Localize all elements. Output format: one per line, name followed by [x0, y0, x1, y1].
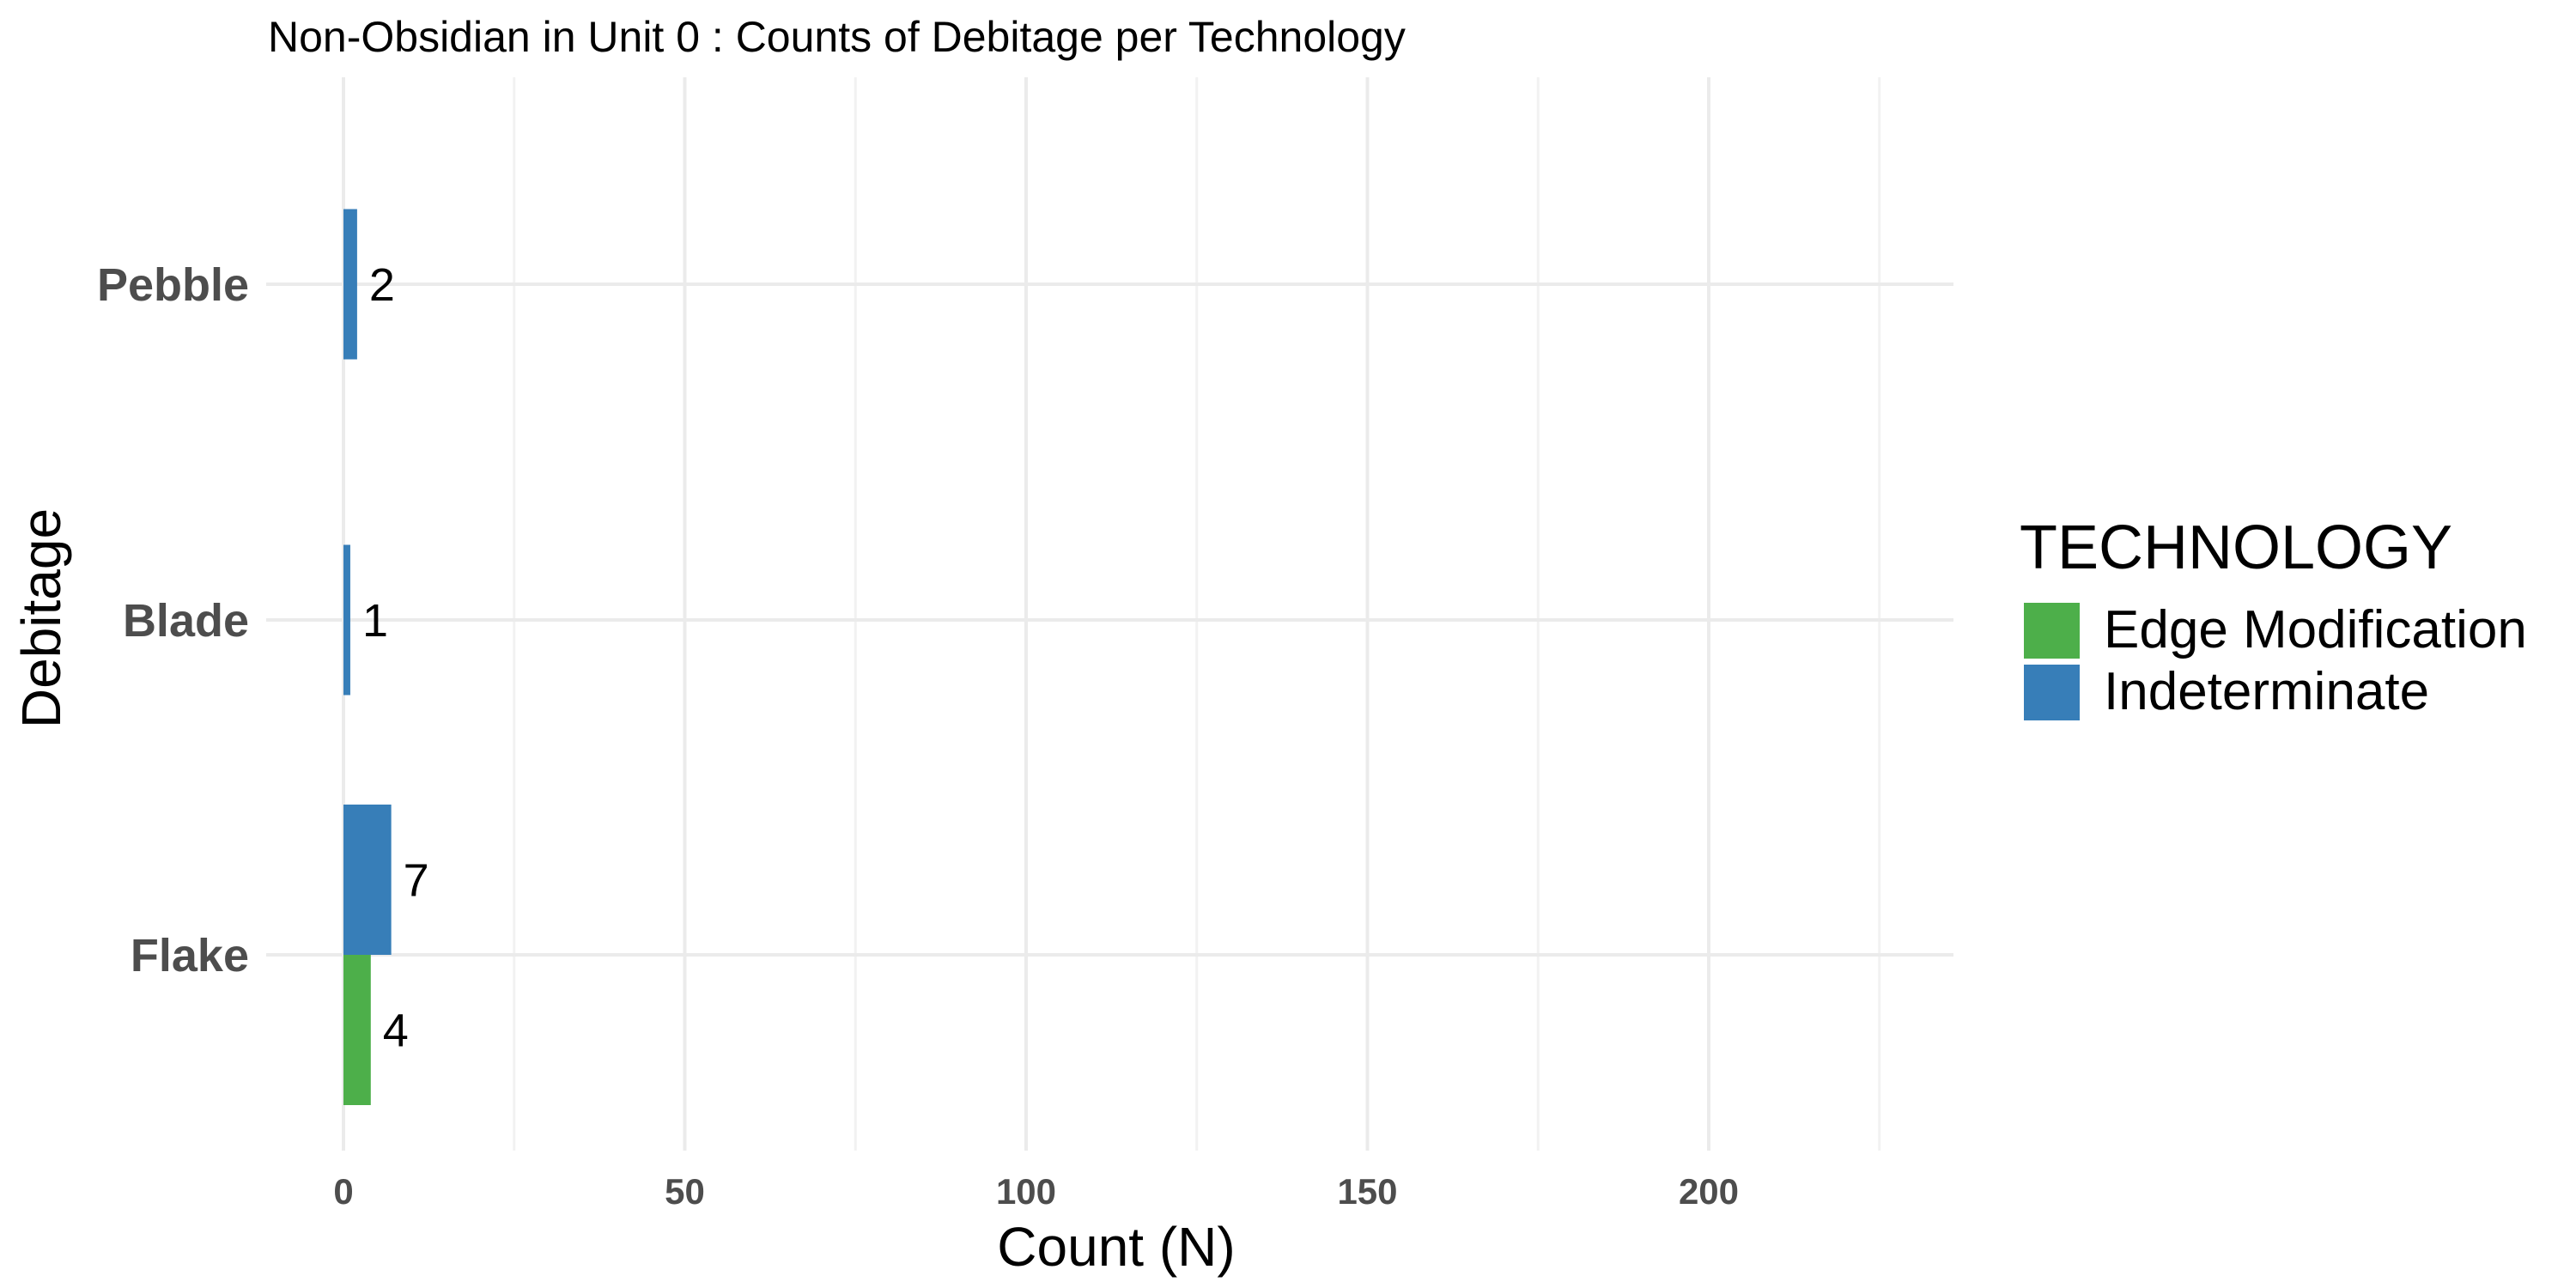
x-axis-title: Count (N) [997, 1216, 1235, 1278]
legend-label: Indeterminate [2104, 662, 2429, 721]
legend-swatch [2024, 603, 2080, 659]
bar-pebble-indeterminate [343, 209, 357, 360]
x-tick-label: 0 [333, 1171, 353, 1212]
bar-value-label: 2 [369, 259, 395, 311]
bar-value-label: 7 [404, 855, 429, 907]
bar-labels: 4 7 1 2 [362, 259, 429, 1057]
y-axis-ticks: Flake Blade Pebble [97, 259, 249, 981]
bar-flake-edge-modification [343, 955, 371, 1105]
y-tick-label: Pebble [97, 259, 249, 311]
bar-blade-indeterminate [343, 544, 350, 696]
x-tick-label: 200 [1679, 1171, 1739, 1212]
bar-flake-indeterminate [343, 805, 392, 955]
legend: TECHNOLOGY Edge ModificationIndeterminat… [2020, 513, 2527, 721]
x-tick-label: 50 [665, 1171, 705, 1212]
y-tick-label: Flake [131, 930, 249, 981]
x-tick-label: 100 [996, 1171, 1056, 1212]
grid-lines [266, 77, 1953, 1151]
bars [343, 209, 392, 1105]
y-tick-label: Blade [123, 595, 249, 647]
chart-title: Non-Obsidian in Unit 0 : Counts of Debit… [268, 13, 1406, 61]
legend-title: TECHNOLOGY [2020, 513, 2452, 582]
legend-label: Edge Modification [2104, 600, 2527, 659]
bar-value-label: 4 [383, 1005, 409, 1057]
bar-value-label: 1 [362, 595, 388, 647]
x-axis-ticks: 0 50 100 150 200 [333, 1171, 1739, 1212]
y-axis-title: Debitage [10, 508, 72, 728]
legend-swatch [2024, 665, 2080, 720]
x-tick-label: 150 [1337, 1171, 1397, 1212]
